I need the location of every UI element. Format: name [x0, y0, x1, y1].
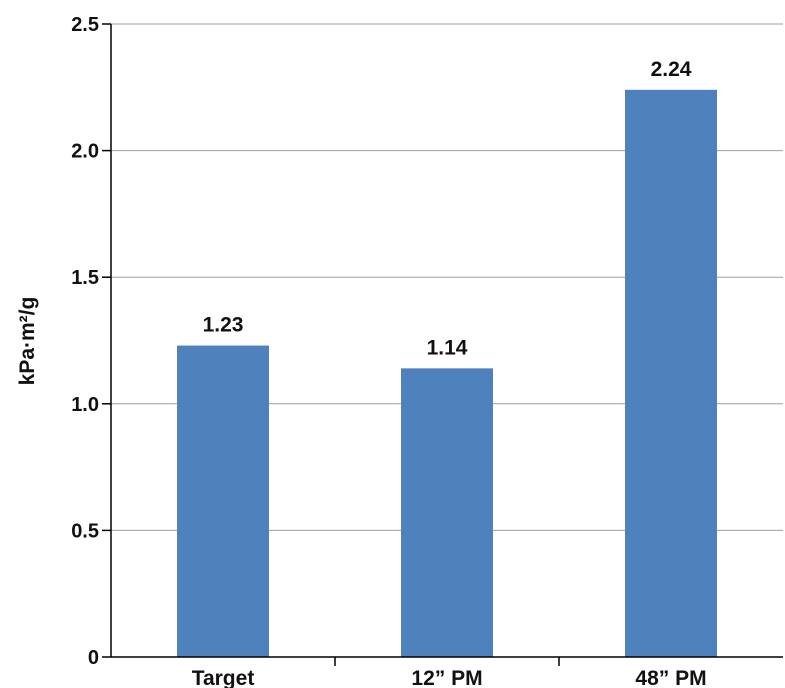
y-ticks: 0 0.5 1.0 1.5 2.0 2.5: [71, 14, 111, 669]
data-label: 2.24: [651, 58, 692, 81]
bar: [177, 345, 269, 657]
data-label: 1.14: [427, 336, 468, 359]
y-tick-label: 0: [88, 647, 99, 669]
y-tick-label: 0.5: [71, 520, 99, 542]
y-tick-label: 2.0: [71, 141, 99, 163]
data-labels: 1.23 1.14 2.24: [203, 58, 692, 360]
bars: [177, 89, 717, 657]
data-label: 1.23: [203, 314, 244, 337]
x-tick-label: 12” PM: [411, 667, 482, 688]
x-ticks: Target 12” PM 48” PM: [192, 657, 707, 688]
x-tick-label: Target: [192, 667, 255, 688]
y-tick-label: 1.5: [71, 267, 99, 289]
bar: [401, 368, 493, 657]
axes: [110, 24, 783, 658]
y-tick-label: 1.0: [71, 394, 99, 416]
x-tick-label: 48” PM: [635, 667, 706, 688]
y-tick-label: 2.5: [71, 14, 99, 36]
bar: [625, 89, 717, 657]
y-axis-title: kPa·m²/g: [16, 297, 39, 386]
